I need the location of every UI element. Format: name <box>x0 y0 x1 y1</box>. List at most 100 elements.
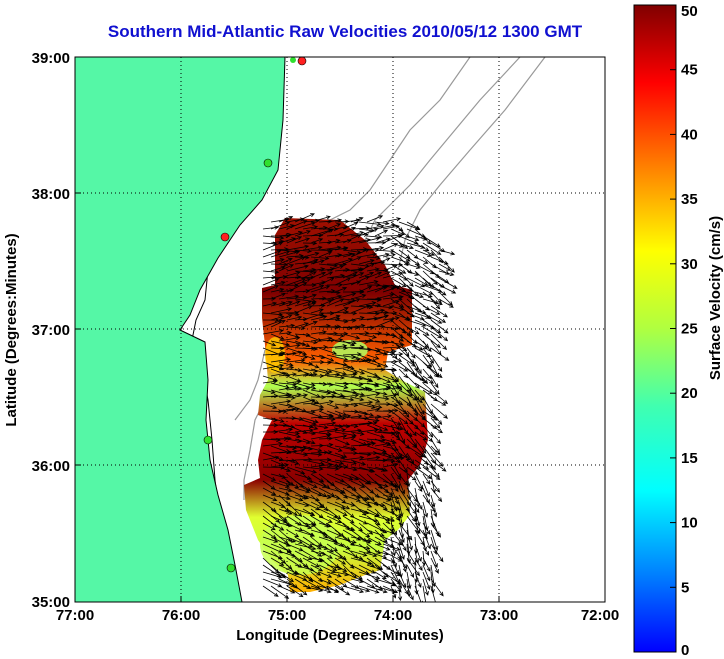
velocity-arrow <box>358 311 380 316</box>
velocity-arrow <box>302 293 317 300</box>
velocity-arrow <box>406 564 415 579</box>
velocity-arrow <box>270 287 285 293</box>
velocity-arrow <box>350 585 371 593</box>
x-tick-label: 77:00 <box>56 607 94 624</box>
velocity-arrow <box>278 257 293 265</box>
velocity-arrow <box>262 258 285 265</box>
velocity-arrow <box>422 452 436 471</box>
velocity-arrow <box>294 361 314 366</box>
velocity-arrow <box>358 441 377 447</box>
velocity-arrow <box>358 368 379 377</box>
y-axis-label: Latitude (Degrees:Minutes) <box>3 233 20 426</box>
colorbar-tick-label: 40 <box>681 126 698 143</box>
velocity-arrow <box>422 529 431 550</box>
velocity-arrow <box>406 235 420 242</box>
velocity-arrow <box>334 438 351 446</box>
velocity-arrow <box>342 340 356 347</box>
velocity-arrow <box>350 272 365 279</box>
velocity-arrow <box>342 414 363 419</box>
velocity-arrow <box>262 379 278 384</box>
velocity-arrow <box>414 312 431 319</box>
velocity-arrow <box>398 235 419 245</box>
velocity-arrow <box>326 290 341 295</box>
velocity-arrow <box>342 445 357 451</box>
y-tick-labels: 39:00 38:00 37:00 36:00 35:00 <box>32 50 70 611</box>
velocity-arrow <box>398 585 403 602</box>
velocity-arrow <box>326 337 344 343</box>
velocity-arrow <box>358 564 376 574</box>
velocity-arrow <box>430 445 441 456</box>
velocity-arrow <box>294 221 316 230</box>
velocity-arrow <box>326 452 346 460</box>
velocity-arrow <box>318 347 337 355</box>
velocity-arrow <box>366 271 383 279</box>
velocity-arrow <box>302 354 316 360</box>
velocity-arrow <box>342 435 357 440</box>
velocity-arrow <box>270 250 291 258</box>
velocity-arrow <box>398 242 414 250</box>
velocity-arrow <box>318 228 334 237</box>
velocity-arrow <box>406 284 420 297</box>
velocity-arrow <box>406 494 420 514</box>
velocity-arrow <box>422 410 438 421</box>
velocity-arrow <box>382 352 404 357</box>
velocity-arrow <box>390 501 395 516</box>
velocity-arrow <box>262 312 284 317</box>
velocity-arrow <box>326 264 345 272</box>
velocity-arrow <box>278 294 300 300</box>
velocity-arrow <box>310 501 324 508</box>
velocity-arrow <box>286 244 310 251</box>
velocity-arrow <box>294 438 311 445</box>
station-marker <box>220 232 230 242</box>
velocity-arrow <box>310 315 328 321</box>
y-tick-label: 35:00 <box>32 594 70 611</box>
velocity-arrow <box>374 375 392 383</box>
velocity-arrow <box>286 407 300 412</box>
velocity-arrow <box>318 442 334 448</box>
velocity-arrow <box>430 487 443 503</box>
velocity-arrow <box>350 501 367 516</box>
velocity-arrow <box>310 308 324 314</box>
velocity-arrow <box>430 417 441 429</box>
velocity-arrow <box>406 550 417 566</box>
velocity-arrow <box>406 340 424 351</box>
velocity-arrow <box>430 578 444 597</box>
velocity-arrow <box>286 543 304 552</box>
velocity-arrow <box>406 333 418 345</box>
velocity-arrow <box>286 480 300 489</box>
velocity-arrow <box>294 230 311 237</box>
velocity-arrow <box>278 300 293 307</box>
velocity-arrow <box>350 304 371 314</box>
velocity-arrow <box>382 456 406 461</box>
velocity-arrow <box>358 228 379 237</box>
velocity-arrow <box>294 550 313 561</box>
velocity-arrow <box>286 256 306 265</box>
velocity-arrow <box>326 354 349 362</box>
velocity-arrow <box>334 464 349 469</box>
velocity-arrow <box>262 536 279 543</box>
velocity-arrow <box>366 396 381 403</box>
velocity-arrow <box>390 480 399 493</box>
velocity-arrow <box>422 557 431 573</box>
velocity-arrow <box>422 305 441 315</box>
velocity-arrow <box>262 585 279 597</box>
velocity-arrow <box>406 417 419 430</box>
velocity-arrow <box>358 455 381 461</box>
velocity-arrow <box>350 543 371 550</box>
velocity-arrow <box>382 316 400 321</box>
velocity-arrow <box>310 271 327 279</box>
velocity-arrow <box>390 557 400 575</box>
velocity-arrow <box>334 501 351 510</box>
velocity-arrow <box>270 501 286 508</box>
velocity-arrow <box>334 292 357 300</box>
velocity-arrow <box>358 301 377 307</box>
velocity-arrow <box>302 557 320 568</box>
velocity-arrow <box>326 543 338 552</box>
velocity-arrow <box>302 459 325 466</box>
velocity-arrow <box>382 543 401 551</box>
velocity-arrow <box>398 298 415 313</box>
velocity-arrow <box>350 217 364 223</box>
velocity-arrow <box>422 375 435 384</box>
velocity-arrow <box>286 501 303 517</box>
